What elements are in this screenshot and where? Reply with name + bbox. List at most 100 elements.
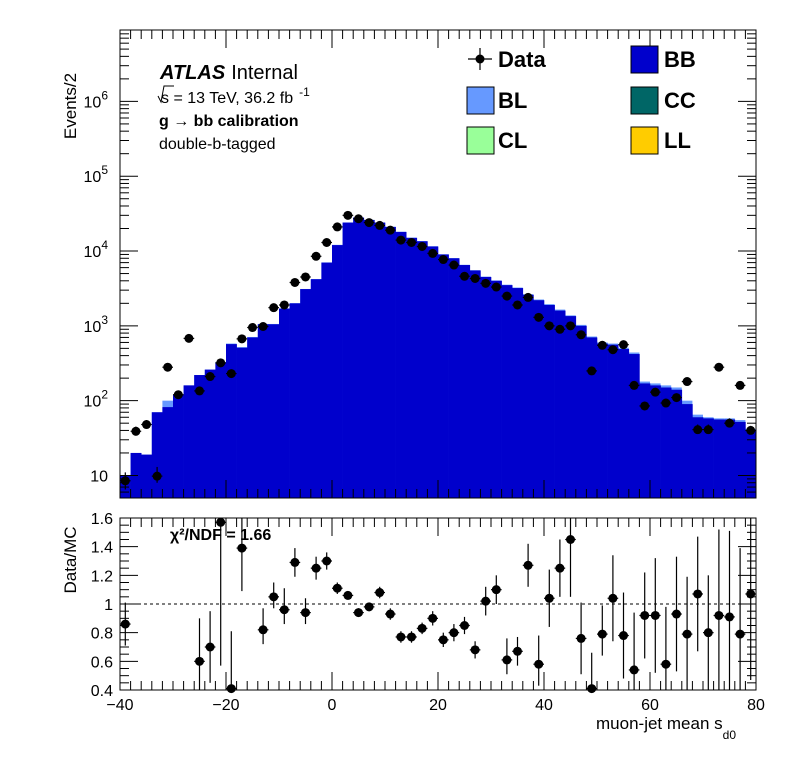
x-tick-label: −40 bbox=[106, 697, 133, 714]
data-point bbox=[375, 220, 385, 230]
data-point bbox=[279, 300, 289, 310]
calibration-label: g → bb calibration bbox=[159, 113, 299, 130]
bb-bar bbox=[745, 430, 757, 498]
bb-bar bbox=[692, 417, 704, 498]
bb-bar bbox=[406, 237, 418, 499]
legend-cl-label: CL bbox=[498, 128, 527, 153]
ratio-point bbox=[364, 602, 374, 612]
data-point bbox=[290, 277, 300, 287]
legend-bl-swatch bbox=[466, 86, 495, 115]
data-point bbox=[640, 401, 650, 411]
bb-bar bbox=[289, 303, 301, 498]
atlas-experiment: ATLAS bbox=[159, 62, 226, 84]
ratio-point bbox=[311, 563, 321, 573]
bb-bar bbox=[438, 254, 449, 498]
y-tick-label: 103 bbox=[84, 313, 109, 336]
ratio-point bbox=[555, 563, 565, 573]
ratio-point bbox=[205, 642, 215, 652]
data-point bbox=[407, 238, 416, 248]
energy-text: = 13 TeV, 36.2 fb bbox=[169, 90, 293, 107]
bb-bar bbox=[554, 310, 566, 498]
ratio-point bbox=[407, 632, 416, 642]
data-point bbox=[693, 425, 703, 435]
y-tick-exponent: 3 bbox=[101, 313, 108, 327]
data-point bbox=[470, 273, 480, 283]
bb-bar bbox=[671, 389, 683, 498]
data-point bbox=[629, 380, 639, 390]
bb-bar bbox=[374, 222, 386, 498]
data-point bbox=[195, 386, 204, 396]
data-point bbox=[491, 282, 501, 292]
legend-bb-swatch bbox=[630, 45, 659, 74]
data-point bbox=[725, 418, 734, 428]
bb-bar bbox=[416, 241, 428, 498]
ratio-points-layer bbox=[120, 517, 756, 694]
bb-bar bbox=[300, 289, 312, 498]
data-point bbox=[449, 260, 459, 270]
data-point bbox=[650, 387, 660, 397]
bb-bar bbox=[459, 265, 471, 498]
ratio-point bbox=[576, 633, 586, 643]
bb-bar bbox=[469, 270, 481, 498]
y-tick-exponent: 5 bbox=[101, 163, 108, 177]
x-tick-label: 60 bbox=[641, 697, 659, 714]
main-y-axis-title: Events/2 bbox=[61, 73, 80, 139]
ratio-point bbox=[417, 623, 427, 633]
data-point bbox=[173, 390, 183, 400]
ratio-point bbox=[343, 590, 353, 600]
data-point bbox=[237, 334, 247, 344]
data-point bbox=[428, 248, 438, 258]
ratio-point bbox=[672, 609, 681, 619]
ratio-point bbox=[460, 621, 469, 630]
data-point bbox=[576, 330, 586, 340]
bb-bar bbox=[565, 316, 577, 498]
bb-bar bbox=[512, 288, 524, 498]
legend-data-label: Data bbox=[498, 47, 546, 72]
bb-bar bbox=[226, 344, 237, 498]
data-point bbox=[152, 471, 162, 481]
bb-bar bbox=[501, 285, 513, 498]
ratio-point bbox=[216, 517, 226, 527]
ratio-point bbox=[470, 645, 480, 655]
x-tick-label: 20 bbox=[429, 697, 447, 714]
legend-ll-swatch bbox=[630, 126, 659, 155]
legend-cl-swatch bbox=[466, 126, 495, 155]
data-point bbox=[354, 214, 363, 224]
ratio-y-tick-labels: 0.4 0.6 0.8 1 1.2 1.4 1.6 bbox=[91, 511, 113, 700]
bb-bar bbox=[491, 280, 502, 498]
bb-bar bbox=[575, 325, 587, 498]
ratio-point bbox=[449, 628, 459, 638]
data-point bbox=[608, 345, 618, 355]
bb-bar bbox=[533, 300, 545, 498]
atlas-info-block: ATLAS Internal s = 13 TeV, 36.2 fb -1 g → … bbox=[157, 62, 310, 153]
ratio-point bbox=[502, 655, 512, 665]
legend-item-cl: CL bbox=[466, 126, 527, 155]
data-point bbox=[566, 321, 575, 331]
bb-bar bbox=[385, 226, 396, 498]
ratio-point bbox=[619, 631, 628, 641]
y-tick-base: 10 bbox=[84, 94, 102, 111]
legend-bl-label: BL bbox=[498, 88, 527, 113]
data-point bbox=[332, 222, 342, 232]
y-tick-exponent: 4 bbox=[101, 238, 108, 252]
ratio-y-tick-label: 1.4 bbox=[91, 540, 113, 557]
energy-lumi-label: s = 13 TeV, 36.2 fb -1 bbox=[161, 85, 310, 107]
ratio-point bbox=[438, 635, 448, 645]
data-point bbox=[587, 366, 597, 376]
legend-cc-label: CC bbox=[664, 88, 696, 113]
bb-bar bbox=[268, 324, 280, 498]
ratio-point bbox=[629, 665, 639, 675]
ratio-point bbox=[693, 589, 703, 599]
data-point bbox=[619, 340, 628, 350]
legend-bb-label: BB bbox=[664, 47, 696, 72]
ratio-point bbox=[301, 608, 310, 618]
y-tick-base: 10 bbox=[84, 319, 102, 336]
ratio-y-tick-label: 0.8 bbox=[91, 626, 113, 643]
data-point bbox=[343, 210, 353, 220]
y-tick-label: 106 bbox=[84, 88, 109, 111]
ratio-point bbox=[682, 629, 692, 639]
ratio-point bbox=[258, 625, 268, 635]
data-points-layer bbox=[120, 210, 756, 490]
data-point bbox=[396, 235, 406, 245]
ratio-point bbox=[513, 646, 522, 656]
